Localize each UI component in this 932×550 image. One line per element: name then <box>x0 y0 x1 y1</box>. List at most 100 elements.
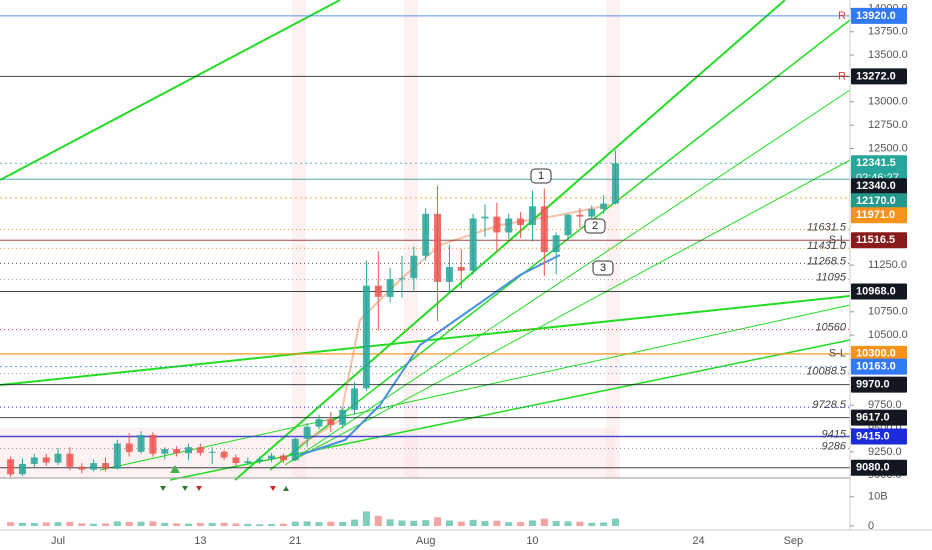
candle-body <box>386 279 394 297</box>
candle-body <box>327 419 335 425</box>
candle-body <box>303 426 311 439</box>
volume-bar <box>220 522 228 526</box>
callout-label: 2 <box>592 220 598 232</box>
volume-bar <box>505 522 513 526</box>
marker <box>160 486 166 491</box>
level-label: 11631.5 <box>807 221 847 233</box>
volume-bar <box>125 521 133 526</box>
volume-bar <box>232 523 240 526</box>
candle-body <box>113 443 121 469</box>
x-tick-label: Sep <box>784 535 804 547</box>
price-tag: S-L <box>829 234 846 246</box>
candle-body <box>398 278 406 280</box>
band <box>292 0 306 478</box>
volume-bar <box>185 523 192 526</box>
level-label: 11268.5 <box>807 255 847 267</box>
price-tag: R <box>838 70 846 82</box>
callout <box>584 218 606 234</box>
volume-bar <box>315 522 323 526</box>
x-tick-label: 10 <box>526 535 538 547</box>
x-tick-label: Aug <box>416 535 436 547</box>
price-label: 9415.0 <box>856 430 890 442</box>
marker <box>182 486 188 491</box>
price-label: 13920.0 <box>856 10 896 22</box>
y-tick-label: 13000.0 <box>868 96 908 108</box>
price-label: 11516.5 <box>856 234 895 246</box>
volume-bar <box>611 518 619 526</box>
volume-bar <box>101 523 109 526</box>
price-label-bg <box>851 409 907 426</box>
level-label: 11095 <box>816 272 847 284</box>
band <box>606 0 620 478</box>
candle-body <box>374 285 382 297</box>
price-label-bg <box>851 178 907 195</box>
volume-bar <box>528 520 536 526</box>
price-label-bg <box>851 459 907 476</box>
volume-bar <box>386 519 394 526</box>
marker <box>196 486 202 491</box>
candle-body <box>185 447 192 454</box>
volume-bar <box>374 515 382 526</box>
volume-bar <box>398 520 406 526</box>
candle-body <box>588 209 596 217</box>
trend-line <box>269 19 851 471</box>
candle-body <box>493 216 501 233</box>
level-label: 11431.0 <box>807 240 847 252</box>
level-label: 9286 <box>822 440 847 452</box>
level-label: 9415 <box>822 428 847 440</box>
candle-body <box>505 218 513 233</box>
price-label: 9080.0 <box>856 462 890 474</box>
candle-body <box>279 455 287 461</box>
price-label-bg <box>851 283 907 300</box>
price-label: 12341.5 <box>856 157 896 169</box>
y-tick-label: 12500.0 <box>868 142 908 154</box>
y-tick-label: 9750.0 <box>868 399 902 411</box>
candle-body <box>137 435 145 452</box>
candle-body <box>434 213 442 282</box>
candle-body <box>54 453 62 463</box>
candle-body <box>42 457 50 463</box>
price-label: 9617.0 <box>856 412 890 424</box>
candle-body <box>220 451 228 458</box>
candle-body <box>291 438 299 461</box>
candle-body <box>149 435 157 454</box>
volume-bar <box>30 523 38 526</box>
price-label-bg <box>851 193 907 210</box>
candle-body <box>540 206 548 253</box>
candle-body <box>30 457 38 464</box>
candle-body <box>564 214 572 236</box>
trend-line <box>99 304 851 471</box>
marker <box>170 465 180 473</box>
level-label: 9728.5 <box>812 399 847 411</box>
candle-body <box>611 163 619 204</box>
volume-bar <box>576 521 584 526</box>
volume-bar <box>173 523 181 526</box>
price-label: 11971.0 <box>856 209 895 221</box>
volume-bar <box>422 520 430 526</box>
x-tick-label: Jul <box>51 535 65 547</box>
candle-body <box>244 461 252 464</box>
price-tag: R <box>838 10 846 22</box>
candle-body <box>196 447 204 453</box>
price-label: 12340.0 <box>856 180 896 192</box>
volume-bar <box>351 519 359 526</box>
price-tag: S-L <box>829 348 846 360</box>
signal-markers <box>160 465 289 491</box>
marker <box>283 486 289 491</box>
volume-bar <box>588 522 596 526</box>
trend-line <box>284 89 851 466</box>
band <box>404 0 418 478</box>
trend-line <box>289 159 851 463</box>
price-label-bg <box>851 358 907 375</box>
volume-bar <box>137 521 145 526</box>
volume-bar <box>552 521 560 526</box>
marker <box>270 486 276 491</box>
price-label: 12170.0 <box>856 195 896 207</box>
candle-body <box>339 409 347 425</box>
candle-body <box>410 255 418 279</box>
candle-body <box>457 267 465 271</box>
candle-body <box>125 443 133 452</box>
candle-body <box>173 449 181 454</box>
volume-bar <box>7 522 15 526</box>
moving-average <box>299 204 611 446</box>
